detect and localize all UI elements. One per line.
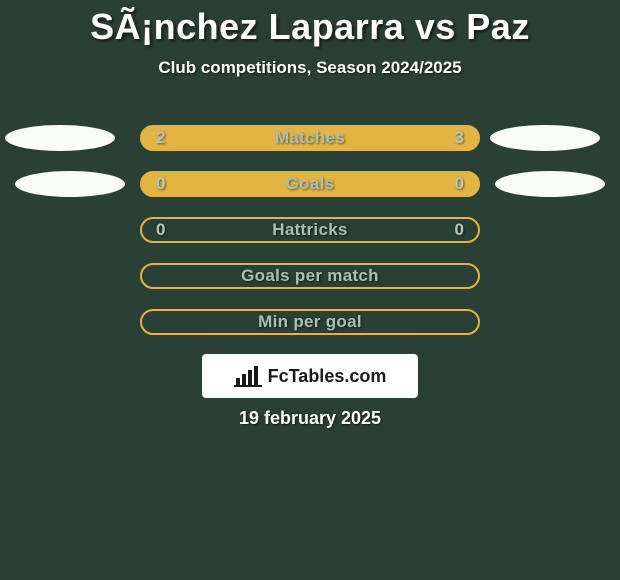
player-left-marker [5, 125, 115, 151]
stat-pill: Min per goal [140, 309, 480, 335]
logo-text: FcTables.com [268, 366, 387, 387]
stat-pill: Matches2 3 [140, 125, 480, 151]
date-line: 19 february 2025 [0, 408, 620, 429]
stat-right-value: 0 [455, 220, 464, 240]
player-left-marker [15, 171, 125, 197]
stat-left-value: 0 [156, 174, 165, 194]
stat-right-value: 0 [455, 174, 464, 194]
stat-label: Hattricks [142, 220, 478, 240]
stat-row: Hattricks0 0 [0, 214, 620, 260]
stat-right-value: 3 [455, 128, 464, 148]
stat-row: Goals0 0 [0, 168, 620, 214]
stat-left-value: 0 [156, 220, 165, 240]
stat-label: Goals [142, 174, 478, 194]
bar-chart-icon [234, 364, 262, 388]
stat-rows: Matches23Goals00Hattricks00Goals per mat… [0, 122, 620, 352]
stat-pill: Goals per match [140, 263, 480, 289]
card-title: SÃ¡nchez Laparra vs Paz [0, 0, 620, 48]
stat-row: Min per goal [0, 306, 620, 352]
comparison-card: SÃ¡nchez Laparra vs Paz Club competition… [0, 0, 620, 580]
stat-left-value: 2 [156, 128, 165, 148]
stat-label: Matches [142, 128, 478, 148]
logo-box: FcTables.com [202, 354, 418, 398]
stat-label: Min per goal [142, 312, 478, 332]
stat-row: Matches2 3 [0, 122, 620, 168]
stat-label: Goals per match [142, 266, 478, 286]
player-right-marker [495, 171, 605, 197]
card-subtitle: Club competitions, Season 2024/2025 [0, 58, 620, 78]
stat-row: Goals per match [0, 260, 620, 306]
stat-pill: Goals0 0 [140, 171, 480, 197]
player-right-marker [490, 125, 600, 151]
stat-pill: Hattricks0 0 [140, 217, 480, 243]
